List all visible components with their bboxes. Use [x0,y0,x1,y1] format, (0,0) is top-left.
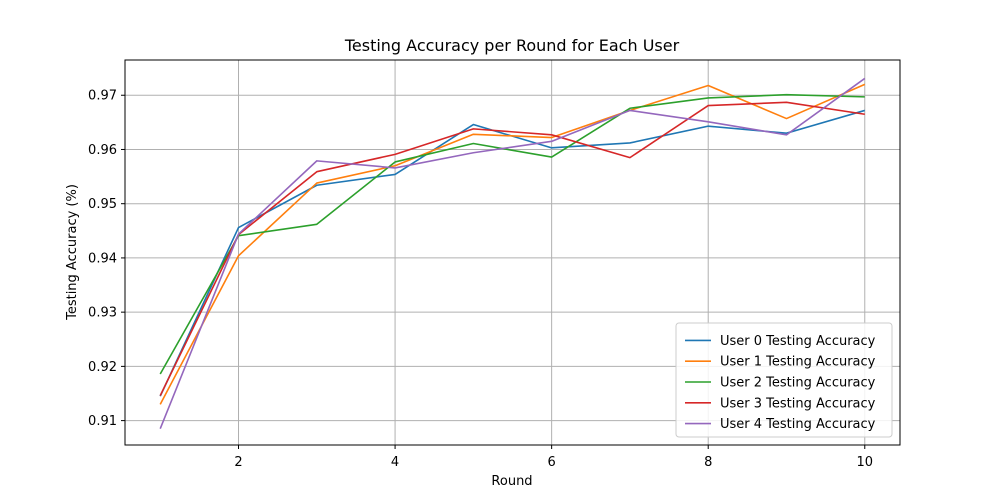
x-tick-label: 4 [391,455,399,470]
series-line-user-1 [159,83,866,405]
series-line-user-3 [159,101,865,396]
y-tick-label: 0.96 [88,143,117,158]
x-tick-label: 10 [856,455,873,470]
y-axis-label: Testing Accuracy (%) [65,184,80,321]
x-tick-label: 8 [704,455,712,470]
x-tick-label: 6 [548,455,556,470]
y-tick-label: 0.95 [88,197,117,212]
plot-frame [124,59,901,446]
legend-box [675,322,893,438]
series-line-user-2 [159,93,865,375]
series-line-user-4 [159,77,866,430]
x-axis-label: Round [491,474,532,489]
y-tick-label: 0.97 [88,89,117,104]
axis-ticks: 2 4 6 8 10 0.91 0.92 0.93 0.94 0.95 0.96 0.97 [88,89,873,470]
y-tick-label: 0.91 [88,414,117,429]
legend-label-user-3: User 3 Testing Accuracy [720,396,876,411]
chart-title: Testing Accuracy per Round for Each User [344,36,680,55]
legend: User 0 Testing Accuracy User 1 Testing Ac… [675,322,893,438]
legend-label-user-4: User 4 Testing Accuracy [720,417,876,432]
legend-label-user-2: User 2 Testing Accuracy [720,376,876,391]
legend-label-user-1: User 1 Testing Accuracy [720,355,876,370]
x-tick-label: 2 [234,455,242,470]
y-tick-label: 0.94 [88,251,117,266]
y-tick-label: 0.92 [88,360,117,375]
series-lines [159,77,866,430]
y-tick-label: 0.93 [88,306,117,321]
legend-label-user-0: User 0 Testing Accuracy [720,334,876,349]
